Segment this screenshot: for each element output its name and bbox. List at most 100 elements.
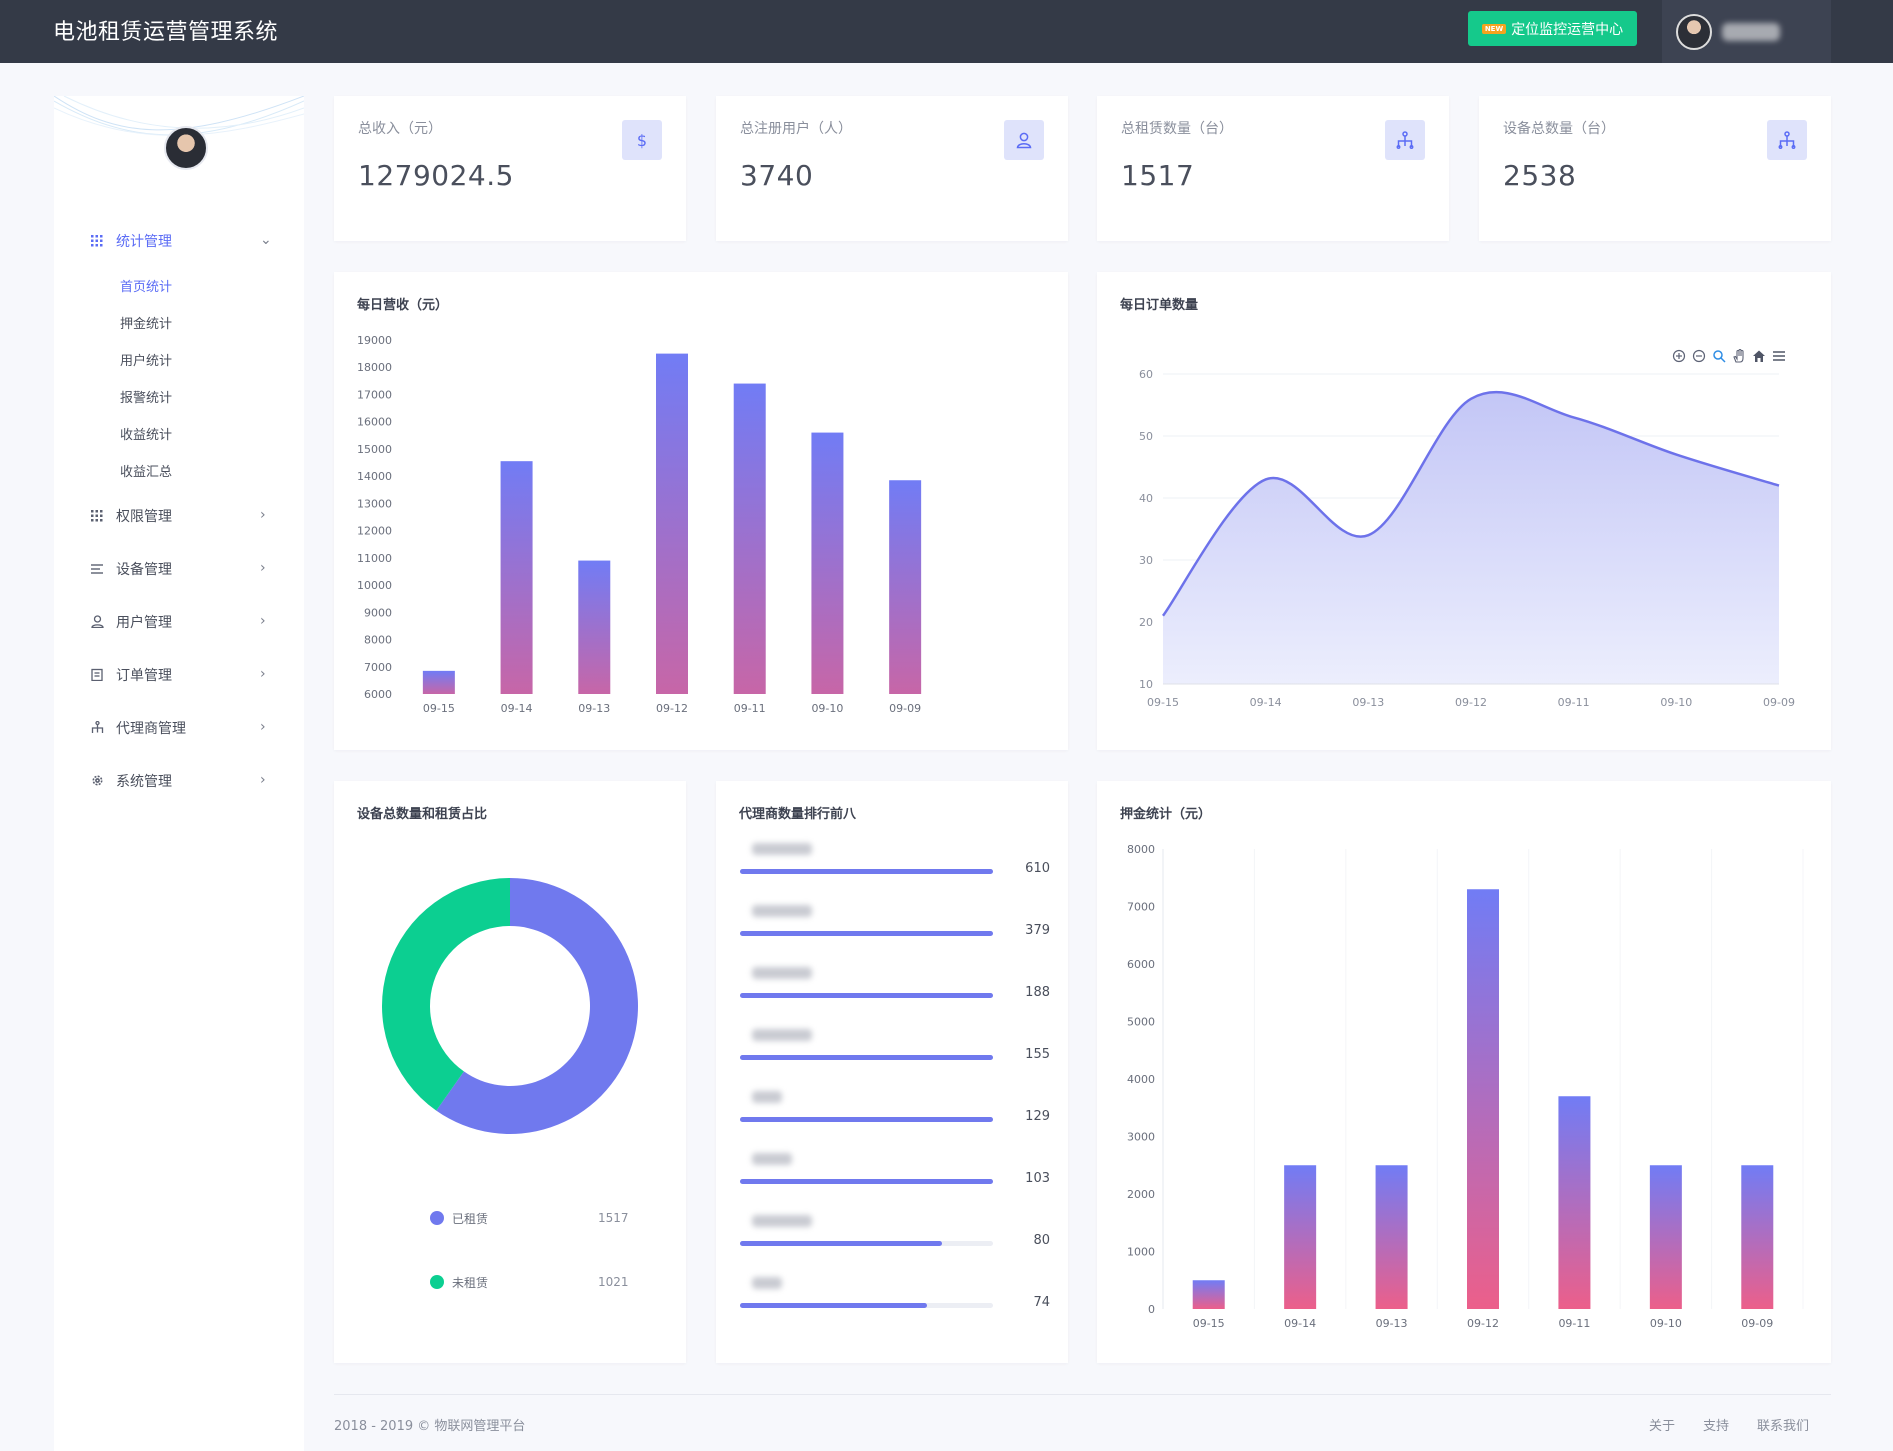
agent-value: 80 — [1033, 1233, 1050, 1248]
menu-devices[interactable]: 设备管理 › — [54, 542, 304, 595]
y-tick-label: 10000 — [357, 579, 392, 592]
bar — [1467, 889, 1499, 1309]
y-tick-label: 7000 — [1127, 901, 1155, 914]
menu-label: 系统管理 — [116, 773, 172, 790]
y-tick-label: 8000 — [1127, 843, 1155, 856]
grid-icon — [90, 509, 104, 523]
y-tick-label: 19000 — [357, 334, 392, 347]
menu-icon[interactable] — [1772, 349, 1786, 363]
daily-orders-panel: 每日订单数量 60 50 40 30 20 10 09-15 09-14 09-13 09-12 0… — [1097, 272, 1831, 750]
agent-progress-track — [740, 993, 993, 998]
agent-progress-track — [740, 931, 993, 936]
monitor-center-button[interactable]: NEW 定位监控运营中心 — [1468, 11, 1637, 46]
revenue-bar-chart: 19000 18000 17000 16000 15000 14000 13000 12000… — [357, 334, 922, 715]
legend-value: 1021 — [598, 1275, 629, 1289]
agent-progress-fill — [740, 869, 993, 874]
legend-swatch — [430, 1275, 444, 1289]
stat-card-rentals: 总租赁数量（台） 1517 — [1097, 96, 1449, 241]
hand-pan-icon[interactable] — [1732, 349, 1746, 363]
footer-link-about[interactable]: 关于 — [1649, 1419, 1676, 1434]
bar — [733, 383, 766, 694]
chevron-right-icon: › — [260, 613, 266, 629]
agent-progress-track — [740, 1055, 993, 1060]
magnifier-icon[interactable] — [1712, 349, 1726, 363]
donut-slice — [436, 878, 638, 1134]
sitemap-icon — [90, 721, 104, 735]
area-fill — [1163, 392, 1779, 684]
y-tick-label: 7000 — [364, 661, 392, 674]
sidebar-avatar — [164, 126, 208, 170]
agent-value: 610 — [1025, 861, 1050, 876]
menu-stats[interactable]: 统计管理 ⌄ — [54, 214, 304, 267]
y-tick-label: 5000 — [1127, 1016, 1155, 1029]
bar — [1375, 1165, 1408, 1309]
daily-revenue-panel: 每日营收（元） 19000 18000 17000 16000 15000 14000 13… — [334, 272, 1068, 750]
y-tick-label: 15000 — [357, 443, 392, 456]
footer-divider — [334, 1394, 1831, 1395]
agent-ranking-panel: 代理商数量排行前八 610 379 188 155 129 103 80 74 — [716, 781, 1068, 1363]
y-tick-label: 9000 — [364, 606, 392, 619]
submenu-alarm-stats[interactable]: 报警统计 — [120, 391, 173, 406]
agent-progress-track — [740, 1179, 993, 1184]
chevron-right-icon: › — [260, 507, 266, 523]
list-icon — [90, 562, 104, 576]
agent-value: 155 — [1025, 1047, 1050, 1062]
x-tick-label: 09-09 — [1763, 696, 1795, 709]
legend-value: 1517 — [598, 1211, 629, 1225]
menu-users[interactable]: 用户管理 › — [54, 595, 304, 648]
menu-label: 代理商管理 — [116, 720, 186, 737]
bar — [1558, 1096, 1591, 1309]
agent-progress-fill — [740, 1241, 943, 1246]
zoom-in-icon[interactable] — [1672, 349, 1686, 363]
x-tick-label: 09-14 — [1250, 696, 1282, 709]
y-tick-label: 17000 — [357, 388, 392, 401]
menu-label: 订单管理 — [116, 667, 172, 684]
x-tick-label: 09-15 — [1147, 696, 1179, 709]
bar — [1649, 1165, 1682, 1309]
submenu-income-stats[interactable]: 收益统计 — [120, 428, 173, 443]
avatar[interactable] — [1676, 13, 1712, 50]
submenu-home-stats[interactable]: 首页统计 — [120, 280, 173, 295]
legend-rented: 已租赁 1517 — [430, 1208, 629, 1228]
footer-link-support[interactable]: 支持 — [1703, 1419, 1730, 1434]
footer-link-contact[interactable]: 联系我们 — [1757, 1419, 1810, 1434]
y-tick-label: 11000 — [357, 552, 392, 565]
submenu-deposit-stats[interactable]: 押金统计 — [120, 317, 173, 332]
agent-progress-fill — [740, 1179, 993, 1184]
y-tick-label: 40 — [1139, 492, 1153, 505]
bar — [578, 560, 611, 694]
agent-row: 103 — [740, 1153, 1050, 1193]
submenu-user-stats[interactable]: 用户统计 — [120, 354, 173, 369]
bar — [656, 353, 688, 694]
device-ratio-panel: 设备总数量和租赁占比 已租赁 1517 未租赁 1021 — [334, 781, 686, 1363]
y-tick-label: 6000 — [1127, 958, 1155, 971]
panel-title: 每日订单数量 — [1120, 298, 1199, 313]
stat-value: 3740 — [740, 159, 814, 192]
stat-value: 2538 — [1503, 159, 1577, 192]
y-tick-label: 30 — [1139, 554, 1153, 567]
stat-label: 设备总数量（台） — [1503, 121, 1615, 137]
agent-progress-fill — [740, 993, 993, 998]
zoom-out-icon[interactable] — [1692, 349, 1706, 363]
y-tick-label: 20 — [1139, 616, 1153, 629]
stat-label: 总收入（元） — [358, 121, 442, 137]
menu-orders[interactable]: 订单管理 › — [54, 648, 304, 701]
orders-area-chart: 60 50 40 30 20 10 09-15 09-14 09-13 09-12 09-11 09-… — [1139, 368, 1795, 709]
submenu-income-summary[interactable]: 收益汇总 — [120, 465, 173, 480]
menu-agents[interactable]: 代理商管理 › — [54, 701, 304, 754]
stat-card-users: 总注册用户（人） 3740 — [716, 96, 1068, 241]
user-name-redacted — [1722, 22, 1780, 41]
agent-name-redacted — [752, 1215, 812, 1227]
menu-system[interactable]: 系统管理 › — [54, 754, 304, 807]
menu-permissions[interactable]: 权限管理 › — [54, 489, 304, 542]
monitor-center-label: 定位监控运营中心 — [1511, 21, 1624, 38]
bar — [1284, 1165, 1317, 1309]
home-icon[interactable] — [1752, 349, 1766, 363]
deposit-stats-panel: 押金统计（元） 8000 7000 6000 5000 4000 3000 2000 1000… — [1097, 781, 1831, 1363]
x-tick-label: 09-15 — [1193, 1317, 1225, 1330]
x-tick-label: 09-11 — [734, 702, 766, 715]
sidebar-menu: 统计管理 ⌄ 首页统计 押金统计 用户统计 报警统计 收益统计 收益汇总 权限管… — [54, 214, 304, 807]
x-tick-label: 09-14 — [1284, 1317, 1316, 1330]
agent-progress-fill — [740, 1117, 993, 1122]
user-menu[interactable] — [1662, 0, 1831, 63]
